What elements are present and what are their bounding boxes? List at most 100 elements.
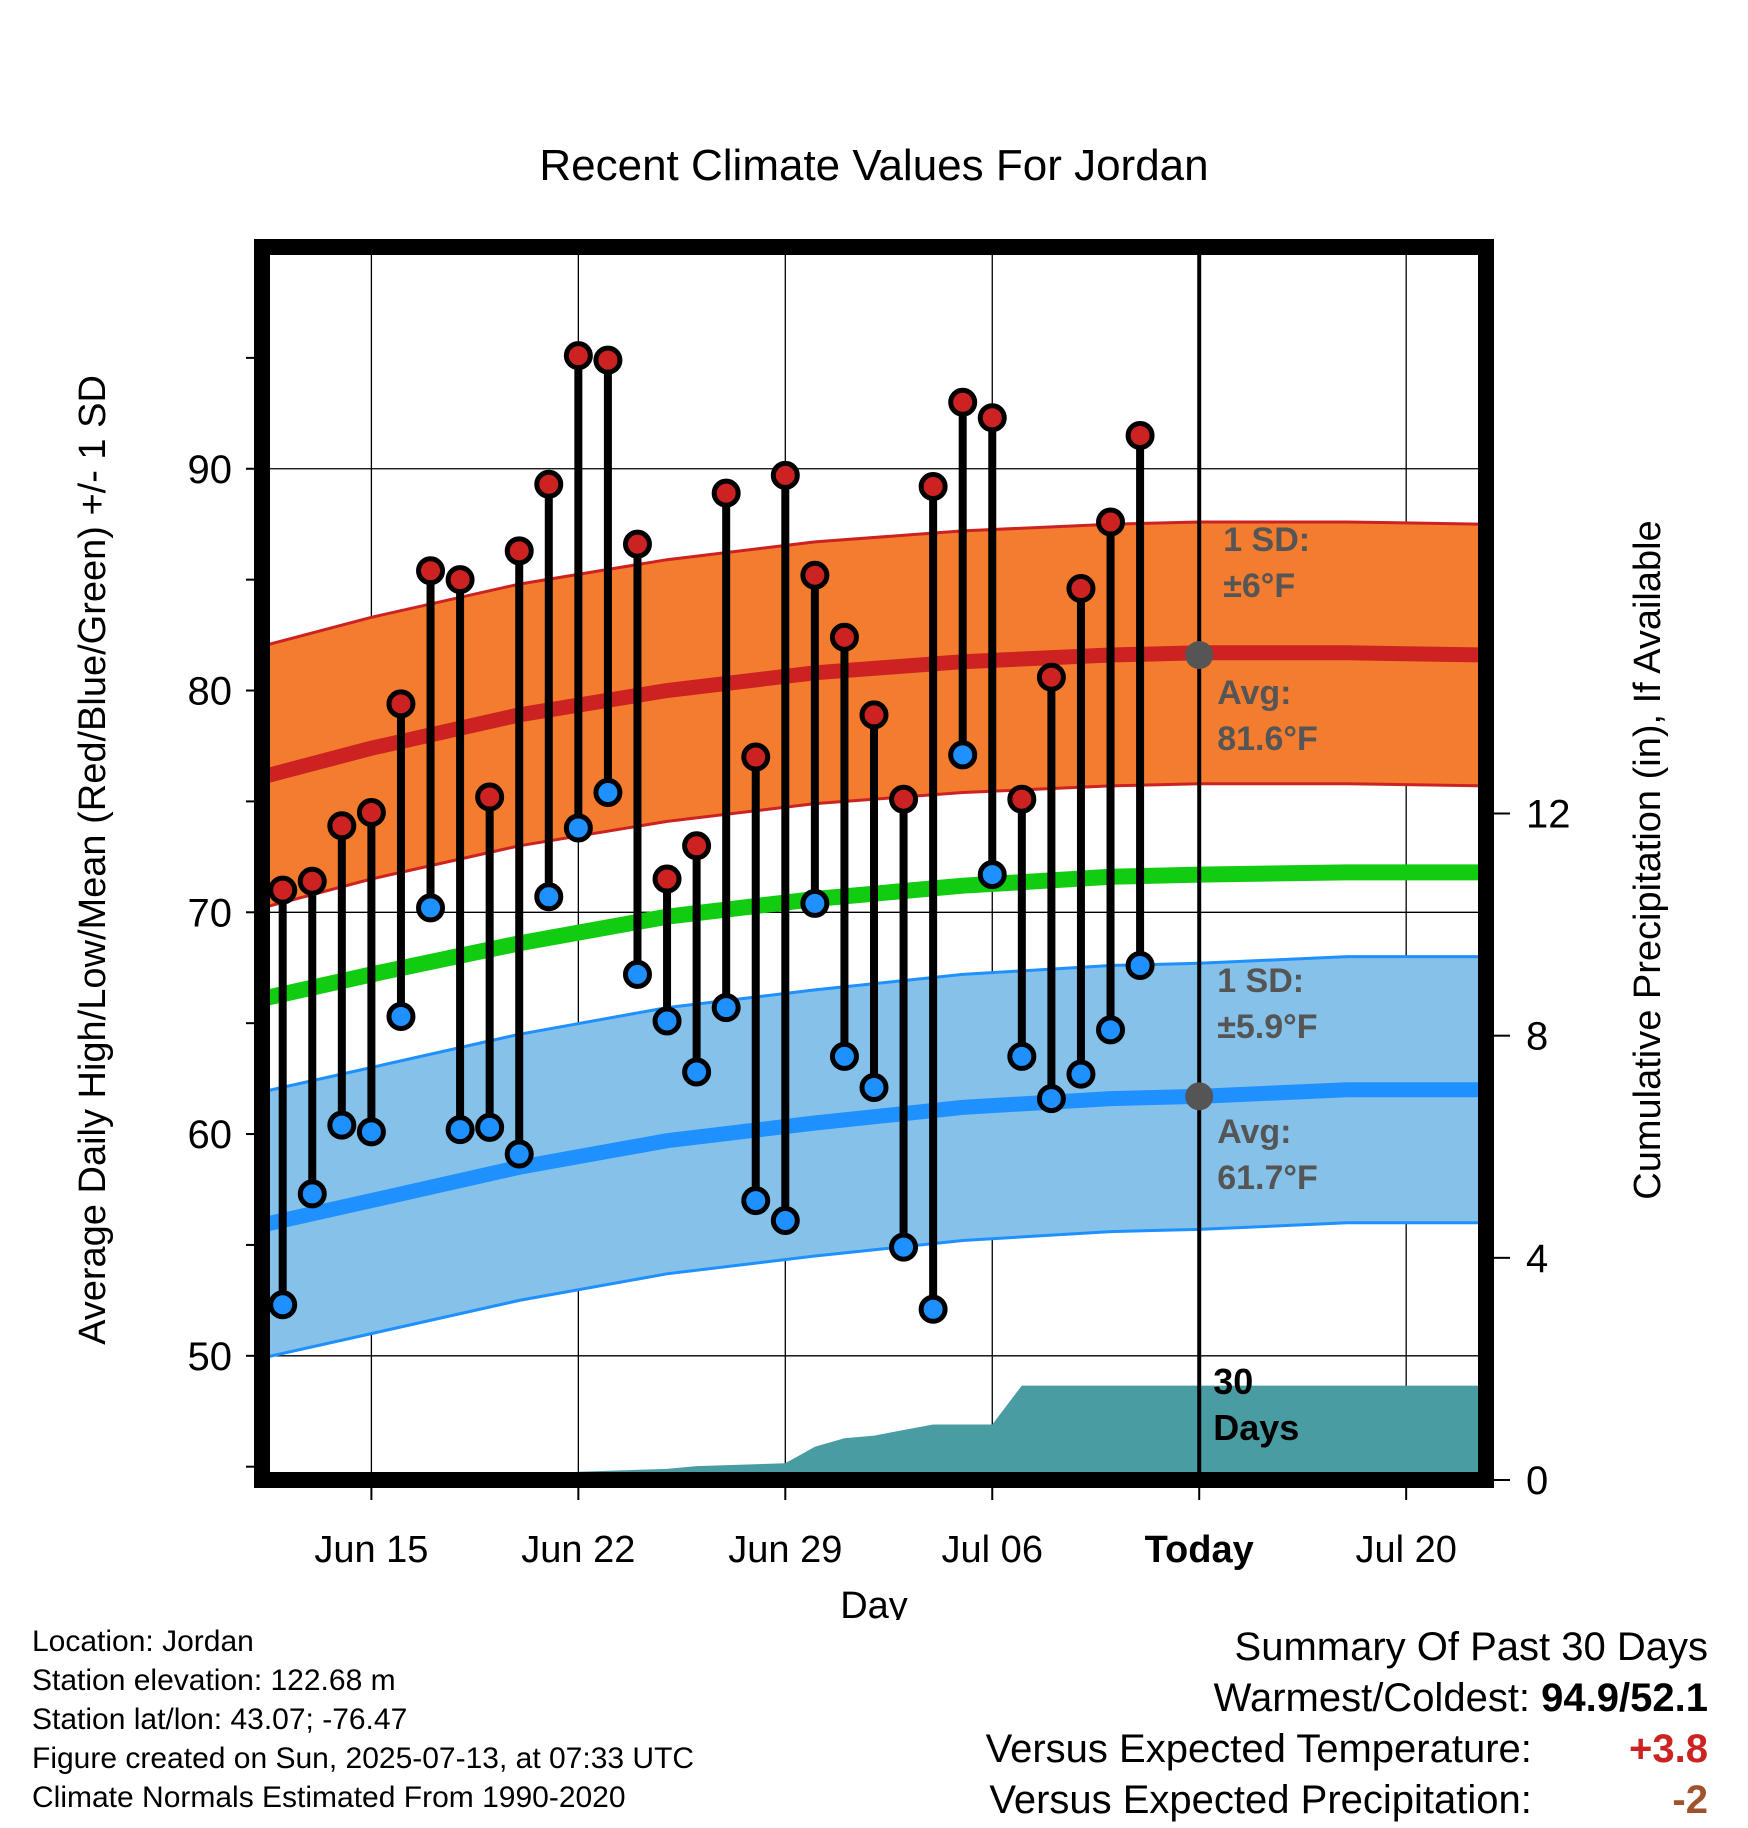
- high-point: [1125, 420, 1155, 450]
- low-point: [268, 1290, 298, 1320]
- location-text: Location: Jordan: [32, 1625, 254, 1658]
- high-point: [682, 831, 712, 861]
- temp-value: +3.8: [1629, 1727, 1708, 1771]
- y-tick-label: 50: [188, 1335, 233, 1379]
- low-point: [504, 1139, 534, 1169]
- high-avg-value: 81.6°F: [1217, 720, 1318, 758]
- y2-tick-label: 0: [1526, 1459, 1548, 1503]
- x-axis-label: Day: [840, 1585, 908, 1620]
- summary-panel: Summary Of Past 30 Days Warmest/Coldest:…: [986, 1622, 1708, 1826]
- high-point: [445, 565, 475, 595]
- low-point: [534, 882, 564, 912]
- low-point: [1036, 1084, 1066, 1114]
- precip-value: -2: [1672, 1778, 1708, 1822]
- today-low-marker: [1185, 1082, 1214, 1111]
- high-point: [416, 556, 446, 586]
- high-point: [829, 622, 859, 652]
- high-point: [1096, 507, 1126, 537]
- high-avg-label: Avg:: [1217, 674, 1291, 712]
- low-point: [563, 813, 593, 843]
- precip-label: Versus Expected Precipitation:: [989, 1778, 1532, 1822]
- high-point: [918, 472, 948, 502]
- x-tick-label: Jun 15: [314, 1529, 428, 1571]
- low-point: [445, 1115, 475, 1145]
- elevation-text: Station elevation: 122.68 m: [32, 1664, 396, 1697]
- low-point: [977, 860, 1007, 890]
- low-point: [859, 1072, 889, 1102]
- high-point: [1007, 784, 1037, 814]
- high-point: [622, 529, 652, 559]
- low-point: [800, 888, 830, 918]
- high-point: [711, 478, 741, 508]
- low-point: [1096, 1015, 1126, 1045]
- climate-chart: Recent Climate Values For Jordan 1 SD: ±6…: [72, 141, 1669, 1620]
- summary-heading: Summary Of Past 30 Days: [1234, 1625, 1708, 1669]
- high-point: [1066, 574, 1096, 604]
- chart-title: Recent Climate Values For Jordan: [539, 141, 1208, 190]
- high-point: [977, 403, 1007, 433]
- y2-tick-label: 4: [1526, 1237, 1548, 1281]
- low-point: [948, 740, 978, 770]
- normal-mean-line: [262, 864, 1486, 1007]
- normal-high-mean-line: [262, 645, 1486, 785]
- low-point: [682, 1057, 712, 1087]
- normal-high-sd-upper: [262, 520, 1486, 648]
- precip-days-number: 30: [1213, 1361, 1253, 1402]
- plot-frame: [254, 239, 1494, 1488]
- high-point: [593, 345, 623, 375]
- low-point: [1007, 1041, 1037, 1071]
- high-point: [534, 469, 564, 499]
- warm-value: 94.9/52.1: [1541, 1676, 1708, 1720]
- low-point: [356, 1117, 386, 1147]
- high-point: [475, 782, 505, 812]
- normal-low-sd-upper: [262, 955, 1486, 1094]
- normal-low-mean-line: [262, 1082, 1486, 1233]
- x-tick-label: Today: [1145, 1529, 1254, 1571]
- high-sd-label: 1 SD:: [1223, 521, 1310, 559]
- high-point: [948, 387, 978, 417]
- normal-low-sd-lower: [262, 1221, 1486, 1360]
- low-point: [1125, 951, 1155, 981]
- low-point: [918, 1294, 948, 1324]
- low-point: [770, 1206, 800, 1236]
- high-point: [1036, 662, 1066, 692]
- low-point: [593, 778, 623, 808]
- high-point: [889, 784, 919, 814]
- low-point: [829, 1041, 859, 1071]
- y-axis-label: Average Daily High/Low/Mean (Red/Blue/Gr…: [72, 375, 114, 1345]
- high-point: [386, 689, 416, 719]
- high-point: [859, 700, 889, 730]
- high-point: [652, 864, 682, 894]
- y2-axis-label: Cumulative Precipitation (in), If Availa…: [1627, 520, 1669, 1199]
- low-point: [652, 1006, 682, 1036]
- low-point: [1066, 1059, 1096, 1089]
- station-info: Location: Jordan Station elevation: 122.…: [32, 1622, 694, 1817]
- x-tick-label: Jul 06: [942, 1529, 1043, 1571]
- y-tick-label: 80: [188, 670, 233, 714]
- high-sd-value: ±6°F: [1223, 567, 1295, 605]
- normals-text: Climate Normals Estimated From 1990-2020: [32, 1781, 626, 1814]
- high-point: [800, 560, 830, 590]
- warm-label: Warmest/Coldest:: [1213, 1676, 1531, 1720]
- x-tick-label: Jul 20: [1355, 1529, 1456, 1571]
- y2-tick-label: 8: [1526, 1015, 1548, 1059]
- created-text: Figure created on Sun, 2025-07-13, at 07…: [32, 1742, 695, 1775]
- high-point: [504, 536, 534, 566]
- low-point: [711, 993, 741, 1023]
- x-tick-label: Jun 22: [521, 1529, 635, 1571]
- low-point: [741, 1186, 771, 1216]
- low-sd-label: 1 SD:: [1217, 962, 1304, 1000]
- y-tick-label: 70: [188, 891, 233, 935]
- low-point: [297, 1179, 327, 1209]
- plot-area: 1 SD: ±6°F Avg: 81.6°F 1 SD: ±5.9°F Avg: 61.7°F…: [188, 239, 1571, 1571]
- low-point: [386, 1002, 416, 1032]
- temp-label: Versus Expected Temperature:: [985, 1727, 1532, 1771]
- precip-days-label: Days: [1213, 1407, 1299, 1448]
- high-point: [327, 811, 357, 841]
- high-point: [741, 742, 771, 772]
- y-tick-label: 60: [188, 1113, 233, 1157]
- high-point: [356, 797, 386, 827]
- plot-inner: [262, 247, 1486, 1480]
- normal-low-sd-band: [262, 956, 1486, 1358]
- y-tick-label: 90: [188, 448, 233, 492]
